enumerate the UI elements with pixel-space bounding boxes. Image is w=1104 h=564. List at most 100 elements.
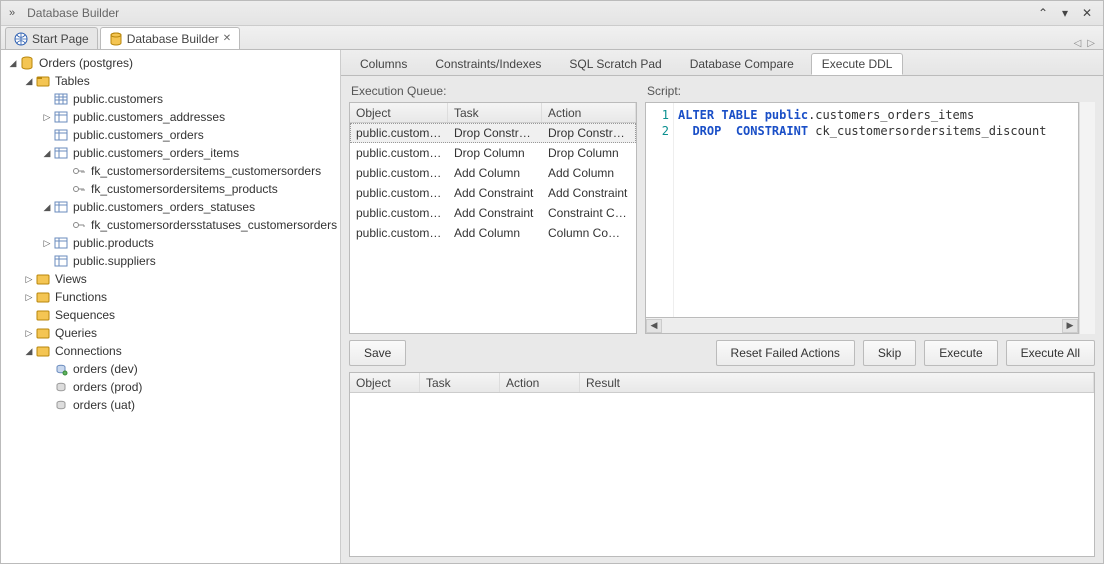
cell-task: Add Constraint: [448, 184, 542, 202]
connection-icon: [53, 379, 69, 395]
expander-icon[interactable]: ▷: [41, 238, 53, 249]
subtab-bar: Columns Constraints/Indexes SQL Scratch …: [341, 50, 1103, 76]
database-icon: [109, 32, 123, 46]
scroll-right-icon[interactable]: ▶: [1062, 319, 1078, 333]
database-tree[interactable]: ◢ Orders (postgres) ◢ Tables public.cust…: [1, 50, 341, 563]
tab-database-builder[interactable]: Database Builder ✕: [100, 27, 240, 49]
table-icon: [53, 253, 69, 269]
tree-item[interactable]: public.customers_orders_items: [71, 146, 239, 160]
tree-connections[interactable]: Connections: [53, 344, 122, 358]
editor-vscroll[interactable]: [1079, 102, 1095, 334]
close-tab-icon[interactable]: ✕: [223, 33, 231, 44]
window-title: Database Builder: [27, 6, 119, 20]
subtab-compare[interactable]: Database Compare: [679, 53, 805, 75]
script-editor[interactable]: 12 ALTER TABLE public.customers_orders_i…: [645, 102, 1079, 318]
chevron-expand-icon[interactable]: »: [9, 7, 15, 19]
expander-icon[interactable]: ◢: [23, 76, 35, 87]
tab-start-page[interactable]: Start Page: [5, 27, 98, 49]
collapse-up-icon[interactable]: ⌃: [1035, 6, 1051, 20]
table-icon: [53, 91, 69, 107]
tree-queries[interactable]: Queries: [53, 326, 97, 340]
table-row[interactable]: public.customer...Add ColumnColumn Comm.…: [350, 223, 636, 243]
table-row[interactable]: public.customer...Add ConstraintConstrai…: [350, 203, 636, 223]
col-task[interactable]: Task: [448, 103, 542, 122]
subtab-constraints[interactable]: Constraints/Indexes: [424, 53, 552, 75]
subtab-ddl[interactable]: Execute DDL: [811, 53, 904, 75]
nav-next-icon[interactable]: ▷: [1087, 38, 1095, 49]
tree-tables[interactable]: Tables: [53, 74, 90, 88]
expander-icon[interactable]: ▷: [23, 292, 35, 303]
queue-table[interactable]: Object Task Action public.customer...Dro…: [349, 102, 637, 334]
save-button[interactable]: Save: [349, 340, 406, 366]
key-icon: [71, 181, 87, 197]
table-icon: [53, 235, 69, 251]
tab-label: Start Page: [32, 32, 89, 46]
connection-icon: [53, 361, 69, 377]
cell-action: Column Comm...: [542, 224, 636, 242]
expander-icon[interactable]: ▷: [23, 328, 35, 339]
cell-object: public.customer...: [350, 204, 448, 222]
col-action[interactable]: Action: [542, 103, 636, 122]
tree-item[interactable]: public.products: [71, 236, 154, 250]
scroll-left-icon[interactable]: ◀: [646, 319, 662, 333]
results-table[interactable]: Object Task Action Result: [349, 372, 1095, 557]
rcol-result[interactable]: Result: [580, 373, 1094, 392]
folder-icon: [35, 343, 51, 359]
tree-item[interactable]: public.customers_addresses: [71, 110, 225, 124]
rcol-action[interactable]: Action: [500, 373, 580, 392]
tree-item[interactable]: public.customers_orders_statuses: [71, 200, 255, 214]
key-icon: [71, 163, 87, 179]
expander-icon[interactable]: ◢: [7, 58, 19, 69]
rcol-object[interactable]: Object: [350, 373, 420, 392]
cell-action: Drop Column: [542, 144, 636, 162]
expander-icon[interactable]: ▷: [41, 112, 53, 123]
table-row[interactable]: public.customer...Drop ConstraintDrop Co…: [350, 123, 636, 143]
expander-icon[interactable]: ◢: [41, 148, 53, 159]
expander-icon[interactable]: ◢: [23, 346, 35, 357]
subtab-scratch[interactable]: SQL Scratch Pad: [558, 53, 672, 75]
tree-item[interactable]: public.suppliers: [71, 254, 156, 268]
rcol-task[interactable]: Task: [420, 373, 500, 392]
database-root-icon: [19, 55, 35, 71]
table-row[interactable]: public.customer...Add ColumnAdd Column: [350, 163, 636, 183]
cell-task: Add Column: [448, 164, 542, 182]
minimize-icon[interactable]: ▾: [1057, 6, 1073, 20]
close-window-icon[interactable]: ✕: [1079, 6, 1095, 20]
tree-item[interactable]: orders (prod): [71, 380, 142, 394]
reset-button[interactable]: Reset Failed Actions: [716, 340, 855, 366]
expander-icon[interactable]: ◢: [41, 202, 53, 213]
nav-prev-icon[interactable]: ◁: [1074, 38, 1082, 49]
tree-item[interactable]: fk_customersordersitems_customersorders: [89, 164, 321, 178]
tree-item[interactable]: orders (dev): [71, 362, 138, 376]
cell-action: Add Constraint: [542, 184, 636, 202]
tree-item[interactable]: public.customers: [71, 92, 163, 106]
execute-all-button[interactable]: Execute All: [1006, 340, 1095, 366]
tree-views[interactable]: Views: [53, 272, 87, 286]
tree-item[interactable]: orders (uat): [71, 398, 135, 412]
cell-action: Drop Constraint: [542, 124, 636, 142]
document-tabbar: Start Page Database Builder ✕ ◁ ▷: [1, 26, 1103, 50]
tree-functions[interactable]: Functions: [53, 290, 107, 304]
cell-object: public.customer...: [350, 184, 448, 202]
titlebar: » Database Builder ⌃ ▾ ✕: [1, 1, 1103, 26]
tree-item[interactable]: fk_customersordersitems_products: [89, 182, 278, 196]
col-object[interactable]: Object: [350, 103, 448, 122]
skip-button[interactable]: Skip: [863, 340, 916, 366]
expander-icon[interactable]: ▷: [23, 274, 35, 285]
tree-item[interactable]: fk_customersordersstatuses_customersorde…: [89, 218, 337, 232]
table-row[interactable]: public.customer...Add ConstraintAdd Cons…: [350, 183, 636, 203]
tree-root[interactable]: Orders (postgres): [37, 56, 133, 70]
execute-button[interactable]: Execute: [924, 340, 997, 366]
folder-icon: [35, 271, 51, 287]
tree-item[interactable]: public.customers_orders: [71, 128, 204, 142]
tab-label: Database Builder: [127, 32, 219, 46]
cell-task: Add Column: [448, 224, 542, 242]
cell-task: Drop Column: [448, 144, 542, 162]
tree-sequences[interactable]: Sequences: [53, 308, 115, 322]
subtab-columns[interactable]: Columns: [349, 53, 418, 75]
script-code: ALTER TABLE public.customers_orders_item…: [646, 103, 1078, 143]
globe-icon: [14, 32, 28, 46]
table-row[interactable]: public.customer...Drop ColumnDrop Column: [350, 143, 636, 163]
cell-task: Drop Constraint: [448, 124, 542, 142]
editor-hscroll[interactable]: ◀ ▶: [645, 318, 1079, 334]
